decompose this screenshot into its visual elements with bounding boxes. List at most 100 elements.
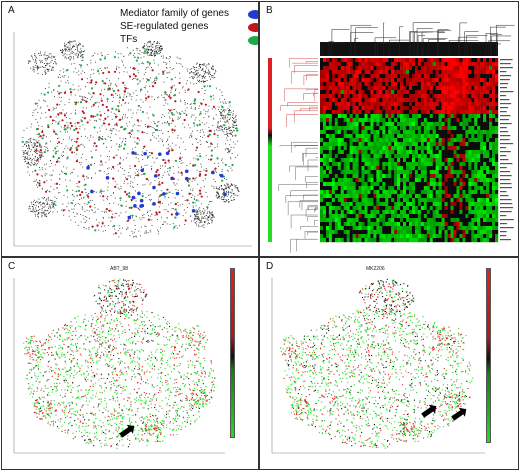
point — [41, 60, 43, 61]
heatmap-cell — [438, 150, 442, 155]
heatmap-cell — [400, 130, 404, 135]
heatmap-cell — [459, 126, 463, 131]
point-se-regulated — [169, 109, 172, 112]
heatmap-cell — [483, 150, 487, 155]
point — [225, 200, 227, 202]
point-se-regulated — [57, 141, 61, 144]
heatmap-cell — [403, 138, 407, 143]
heatmap-cell — [480, 138, 484, 143]
point-tf — [90, 156, 94, 159]
heatmap-cell — [456, 182, 460, 187]
heatmap-cell — [349, 182, 353, 187]
point — [144, 184, 146, 186]
point — [187, 70, 189, 72]
heatmap-cell — [477, 114, 481, 119]
heatmap-cell — [441, 154, 445, 159]
heatmap-cell — [403, 90, 407, 95]
point-se-regulated — [82, 111, 85, 115]
heatmap-cell — [414, 162, 419, 167]
heatmap-cell — [367, 178, 371, 183]
point — [232, 123, 234, 125]
point — [224, 191, 225, 193]
point — [200, 187, 202, 189]
heatmap-cell — [334, 110, 338, 115]
point — [194, 74, 196, 76]
heatmap-cell — [483, 70, 487, 75]
heatmap-cell — [334, 94, 338, 99]
point — [224, 122, 226, 124]
heatmap-cell — [492, 134, 496, 139]
heatmap-cell — [364, 126, 368, 131]
point — [223, 110, 225, 112]
heatmap-cell — [495, 102, 499, 107]
heatmap-cell — [403, 162, 407, 167]
point — [31, 144, 33, 146]
point — [192, 207, 194, 209]
heatmap-cell — [471, 66, 475, 71]
point-se-regulated — [80, 78, 84, 81]
point — [167, 171, 169, 173]
heatmap-cell — [444, 90, 448, 95]
point — [35, 215, 36, 217]
point — [144, 164, 146, 166]
heatmap-cell — [444, 102, 448, 107]
point — [117, 94, 118, 96]
point-tf — [187, 184, 191, 187]
heatmap-cell — [343, 138, 347, 143]
point — [228, 192, 230, 194]
heatmap-cell — [444, 138, 448, 143]
point-se-regulated — [117, 89, 120, 92]
heatmap-cell — [322, 154, 327, 159]
point — [226, 127, 227, 129]
point — [160, 46, 161, 48]
heatmap-cell — [352, 138, 356, 143]
point-se-regulated — [207, 135, 210, 138]
point-se-regulated — [108, 87, 111, 90]
heatmap-cell — [456, 130, 460, 135]
point — [170, 202, 172, 204]
point — [61, 92, 63, 94]
heatmap-cell — [403, 82, 407, 87]
point — [207, 111, 209, 113]
point — [158, 53, 160, 55]
point — [91, 177, 93, 179]
point — [176, 62, 177, 64]
heatmap-cell — [325, 130, 330, 135]
point — [33, 180, 35, 182]
heatmap-cell — [486, 138, 490, 143]
point — [120, 187, 122, 189]
heatmap-cell — [376, 82, 380, 87]
point-se-regulated — [168, 95, 171, 98]
heatmap-cell — [411, 146, 416, 151]
heatmap-cell — [382, 78, 386, 83]
point — [162, 223, 164, 225]
point — [160, 49, 162, 51]
heatmap-cell — [462, 166, 466, 171]
point — [126, 47, 128, 49]
point-tf — [148, 62, 151, 65]
heatmap-cell — [331, 102, 336, 107]
point — [160, 48, 162, 50]
point — [205, 80, 207, 82]
point — [36, 152, 38, 154]
heatmap-cell — [447, 110, 451, 115]
point — [61, 170, 62, 172]
heatmap-cell — [450, 166, 454, 171]
point — [53, 129, 55, 131]
heatmap-cell — [489, 78, 493, 83]
point — [197, 194, 199, 196]
point — [106, 197, 108, 199]
point — [129, 167, 131, 169]
point — [127, 153, 129, 155]
point — [23, 152, 25, 154]
point — [22, 145, 24, 147]
heatmap-cell — [453, 134, 457, 139]
point — [137, 124, 139, 126]
point — [229, 127, 231, 128]
point — [88, 139, 90, 141]
heatmap-cell — [364, 150, 368, 155]
heatmap-cell — [349, 122, 353, 127]
heatmap-cell — [444, 70, 448, 75]
point — [173, 108, 175, 110]
heatmap-cell — [367, 78, 371, 83]
